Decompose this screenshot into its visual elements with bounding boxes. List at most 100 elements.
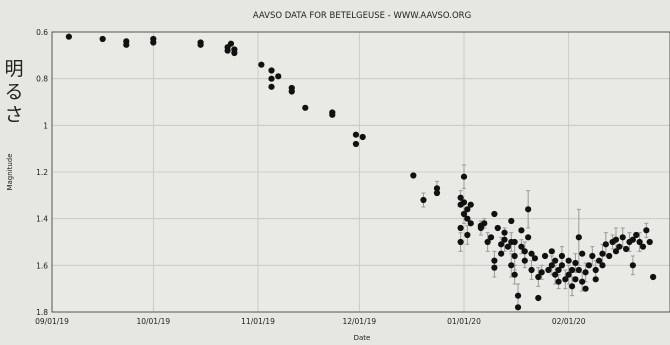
data-point [643, 227, 650, 234]
data-point [525, 206, 532, 213]
data-point [514, 292, 522, 299]
data-point [575, 234, 582, 241]
data-point [595, 257, 603, 264]
brightness-label-char: る [4, 81, 24, 103]
data-point [501, 229, 508, 236]
data-point [231, 49, 238, 57]
data-point [464, 215, 471, 222]
data-point [585, 262, 593, 269]
data-point [636, 238, 643, 246]
data-point [491, 257, 498, 264]
data-point [521, 257, 528, 264]
data-point [433, 189, 441, 197]
brightness-label-char: 明 [4, 58, 24, 80]
y-axis-label: Magnitude [6, 153, 14, 190]
data-point [562, 276, 569, 283]
data-point [602, 241, 609, 248]
brightness-label-char: さ [4, 104, 24, 126]
data-point [599, 262, 606, 269]
data-point [484, 238, 491, 246]
data-point [633, 231, 640, 239]
data-point [582, 269, 589, 276]
data-point [639, 243, 647, 250]
data-point [619, 234, 626, 241]
data-point [258, 61, 265, 68]
data-point [616, 243, 623, 250]
data-point [545, 266, 552, 274]
data-point [622, 245, 630, 253]
data-point [555, 266, 562, 274]
data-point [629, 262, 636, 269]
data-point [150, 39, 157, 46]
data-point [99, 35, 106, 43]
data-point [511, 252, 518, 260]
data-point [197, 41, 204, 48]
data-point [548, 248, 555, 255]
data-point [541, 252, 549, 260]
data-point [514, 304, 522, 311]
data-point [227, 40, 235, 47]
data-point [511, 238, 518, 246]
data-point [606, 252, 613, 260]
x-tick-label: 12/01/19 [342, 317, 376, 326]
data-point [498, 250, 505, 257]
grid [51, 31, 670, 313]
data-point [508, 217, 515, 225]
data-point [558, 252, 566, 260]
data-point [592, 266, 599, 274]
data-point [352, 140, 360, 148]
data-point [552, 257, 559, 264]
data-point [565, 257, 572, 264]
data-point [521, 248, 528, 255]
data-point [646, 238, 653, 246]
data-point [329, 111, 336, 118]
data-point [123, 41, 130, 48]
data-point [538, 269, 545, 276]
data-point [410, 172, 417, 179]
data-point [565, 271, 572, 278]
data-point [531, 255, 539, 262]
y-tick-label: 1.2 [36, 168, 48, 177]
data-point [457, 224, 464, 232]
data-point [555, 278, 562, 285]
data-point [582, 285, 589, 292]
data-point [568, 283, 576, 290]
data-point [494, 224, 501, 232]
data-point [579, 278, 586, 285]
data-point [612, 248, 620, 255]
chart-title: AAVSO DATA FOR BETELGEUSE - WWW.AAVSO.OR… [253, 11, 471, 21]
data-point [467, 201, 474, 208]
data-point [491, 264, 498, 271]
data-point [457, 238, 464, 246]
data-point [268, 67, 275, 74]
data-point [268, 75, 275, 82]
data-point [464, 231, 471, 239]
data-point [288, 88, 295, 95]
data-point [592, 276, 599, 283]
data-point [433, 185, 441, 192]
data-point [612, 236, 620, 243]
x-tick-label: 11/01/19 [241, 317, 275, 326]
data-point [302, 104, 309, 111]
data-point [599, 250, 606, 257]
data-point [568, 266, 576, 274]
data-point [629, 236, 636, 243]
data-point [518, 227, 525, 234]
y-tick-label: 1.8 [36, 308, 48, 317]
data-point [535, 294, 542, 302]
y-tick-label: 1.6 [36, 261, 48, 270]
data-point [420, 196, 427, 204]
data-point [224, 47, 231, 54]
data-point [511, 271, 518, 278]
data-point [518, 243, 525, 250]
data-point [528, 250, 535, 257]
data-points [65, 33, 657, 311]
tick-labels: 0.6 0.8 1 1.2 1.4 1.6 1.809/01/19 10/01/19 11/01… [35, 28, 586, 326]
data-point [501, 236, 508, 243]
data-point [650, 273, 657, 281]
data-point [65, 33, 72, 40]
data-point [487, 234, 495, 241]
y-tick-label: 1 [43, 121, 48, 130]
